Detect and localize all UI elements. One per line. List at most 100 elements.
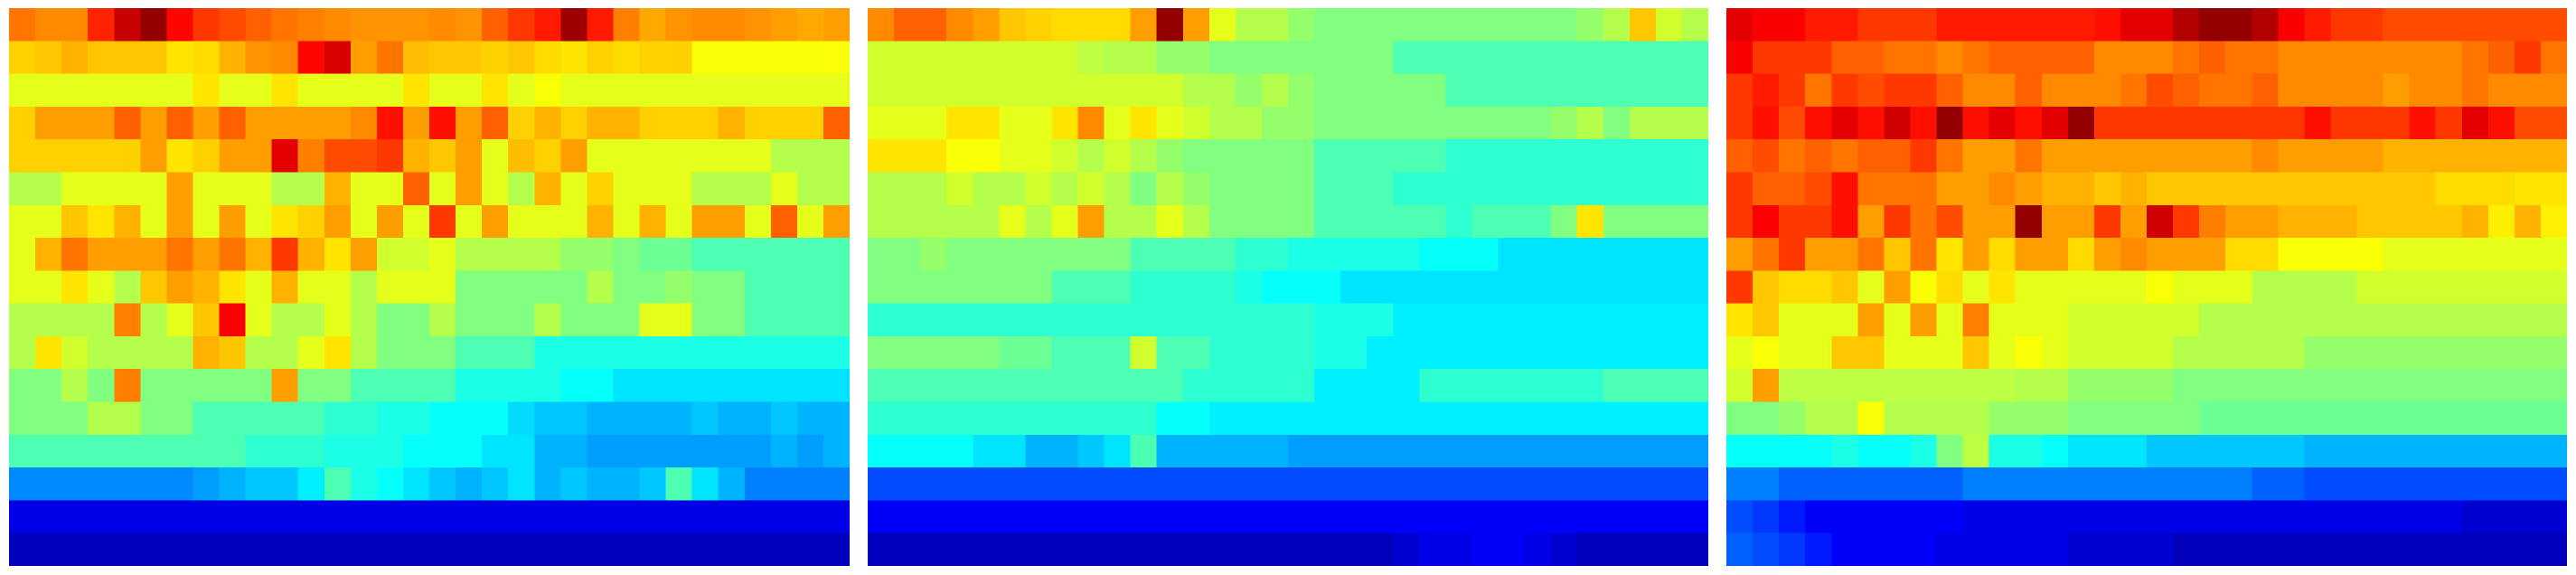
heatmap-cell bbox=[1182, 139, 1210, 174]
heatmap-cell bbox=[920, 172, 947, 206]
heatmap-cell bbox=[1629, 238, 1657, 271]
heatmap-cell bbox=[2067, 270, 2095, 305]
heatmap-cell bbox=[2093, 335, 2121, 370]
heatmap-cell bbox=[271, 369, 299, 403]
heatmap-cell bbox=[1471, 335, 1500, 370]
heatmap-cell bbox=[868, 270, 895, 305]
heatmap-cell bbox=[1261, 238, 1289, 271]
heatmap-cell bbox=[271, 533, 299, 566]
heatmap-cell bbox=[2540, 270, 2567, 305]
heatmap-cell bbox=[1182, 73, 1210, 108]
heatmap-cell bbox=[1051, 303, 1079, 337]
heatmap-cell bbox=[1182, 172, 1210, 206]
heatmap-cell bbox=[508, 369, 535, 403]
heatmap-cell bbox=[1471, 172, 1500, 206]
heatmap-cell bbox=[193, 335, 221, 370]
heatmap-cell bbox=[88, 139, 115, 174]
heatmap-cell bbox=[1524, 335, 1552, 370]
heatmap-cell bbox=[166, 500, 194, 534]
heatmap-cell bbox=[1884, 533, 1912, 566]
heatmap-cell bbox=[376, 204, 404, 239]
heatmap-cell bbox=[973, 8, 1000, 42]
heatmap-cell bbox=[718, 401, 746, 436]
heatmap-cell bbox=[2304, 335, 2332, 370]
heatmap-cell bbox=[868, 533, 895, 566]
heatmap-cell bbox=[2540, 238, 2567, 271]
heatmap-cell bbox=[796, 533, 824, 566]
heatmap-cell bbox=[613, 533, 641, 566]
heatmap-cell bbox=[482, 73, 509, 108]
heatmap-cell bbox=[1988, 369, 2017, 403]
heatmap-cell bbox=[1805, 41, 1832, 75]
heatmap-cell bbox=[1445, 401, 1473, 436]
heatmap-cell bbox=[1340, 139, 1368, 174]
heatmap-cell bbox=[1445, 106, 1473, 140]
heatmap-cell bbox=[193, 238, 221, 271]
heatmap-cell bbox=[1831, 533, 1858, 566]
heatmap-cell bbox=[2120, 500, 2148, 534]
heatmap-cell bbox=[2409, 434, 2437, 468]
heatmap-cell bbox=[61, 204, 89, 239]
heatmap-cell bbox=[2015, 238, 2043, 271]
heatmap-cell bbox=[1524, 73, 1552, 108]
heatmap-cell bbox=[1936, 172, 1964, 206]
heatmap-cell bbox=[2278, 467, 2305, 502]
heatmap-cell bbox=[1208, 238, 1236, 271]
heatmap-cell bbox=[665, 41, 693, 75]
heatmap-cell bbox=[1025, 204, 1053, 239]
heatmap-cell bbox=[2487, 204, 2515, 239]
heatmap-cell bbox=[1130, 369, 1158, 403]
heatmap-cell bbox=[9, 467, 36, 502]
heatmap-cell bbox=[691, 533, 719, 566]
heatmap-cell bbox=[2383, 41, 2411, 75]
heatmap-cell bbox=[894, 335, 921, 370]
heatmap-cell bbox=[718, 41, 746, 75]
heatmap-cell bbox=[2225, 238, 2252, 271]
heatmap-cell bbox=[1884, 139, 1912, 174]
heatmap-cell bbox=[2015, 335, 2043, 370]
heatmap-cell bbox=[973, 434, 1000, 468]
heatmap-cell bbox=[2409, 106, 2437, 140]
heatmap-cell bbox=[613, 500, 641, 534]
heatmap-panel-3 bbox=[1726, 8, 2567, 566]
heatmap-cell bbox=[1726, 41, 1753, 75]
heatmap-cell bbox=[973, 41, 1000, 75]
heatmap-cell bbox=[999, 303, 1026, 337]
heatmap-cell bbox=[1025, 270, 1053, 305]
heatmap-cell bbox=[1884, 335, 1912, 370]
heatmap-cell bbox=[946, 41, 973, 75]
heatmap-cell bbox=[1629, 369, 1657, 403]
heatmap-cell bbox=[639, 8, 667, 42]
heatmap-cell bbox=[2067, 335, 2095, 370]
heatmap-cell bbox=[1524, 41, 1552, 75]
heatmap-cell bbox=[1603, 434, 1631, 468]
heatmap-cell bbox=[691, 73, 719, 108]
heatmap-cell bbox=[665, 533, 693, 566]
heatmap-cell bbox=[482, 467, 509, 502]
heatmap-cell bbox=[35, 106, 62, 140]
heatmap-cell bbox=[1805, 238, 1832, 271]
heatmap-cell bbox=[1471, 73, 1500, 108]
heatmap-cell bbox=[2409, 73, 2437, 108]
heatmap-cell bbox=[1445, 500, 1473, 534]
heatmap-cell bbox=[2487, 8, 2515, 42]
heatmap-cell bbox=[35, 369, 62, 403]
heatmap-cell bbox=[1104, 8, 1132, 42]
heatmap-cell bbox=[1805, 500, 1832, 534]
heatmap-cell bbox=[744, 369, 772, 403]
heatmap-cell bbox=[1681, 401, 1708, 436]
heatmap-cell bbox=[868, 303, 895, 337]
heatmap-cell bbox=[1988, 335, 2017, 370]
heatmap-cell bbox=[1445, 533, 1473, 566]
heatmap-cell bbox=[166, 73, 194, 108]
heatmap-cell bbox=[2330, 401, 2358, 436]
heatmap-cell bbox=[1655, 369, 1683, 403]
heatmap-cell bbox=[429, 41, 456, 75]
heatmap-cell bbox=[2199, 172, 2226, 206]
heatmap-cell bbox=[823, 8, 850, 42]
heatmap-cell bbox=[219, 8, 247, 42]
heatmap-cell bbox=[1962, 401, 1990, 436]
heatmap-cell bbox=[271, 238, 299, 271]
heatmap-cell bbox=[2199, 434, 2226, 468]
heatmap-cell bbox=[1629, 500, 1657, 534]
